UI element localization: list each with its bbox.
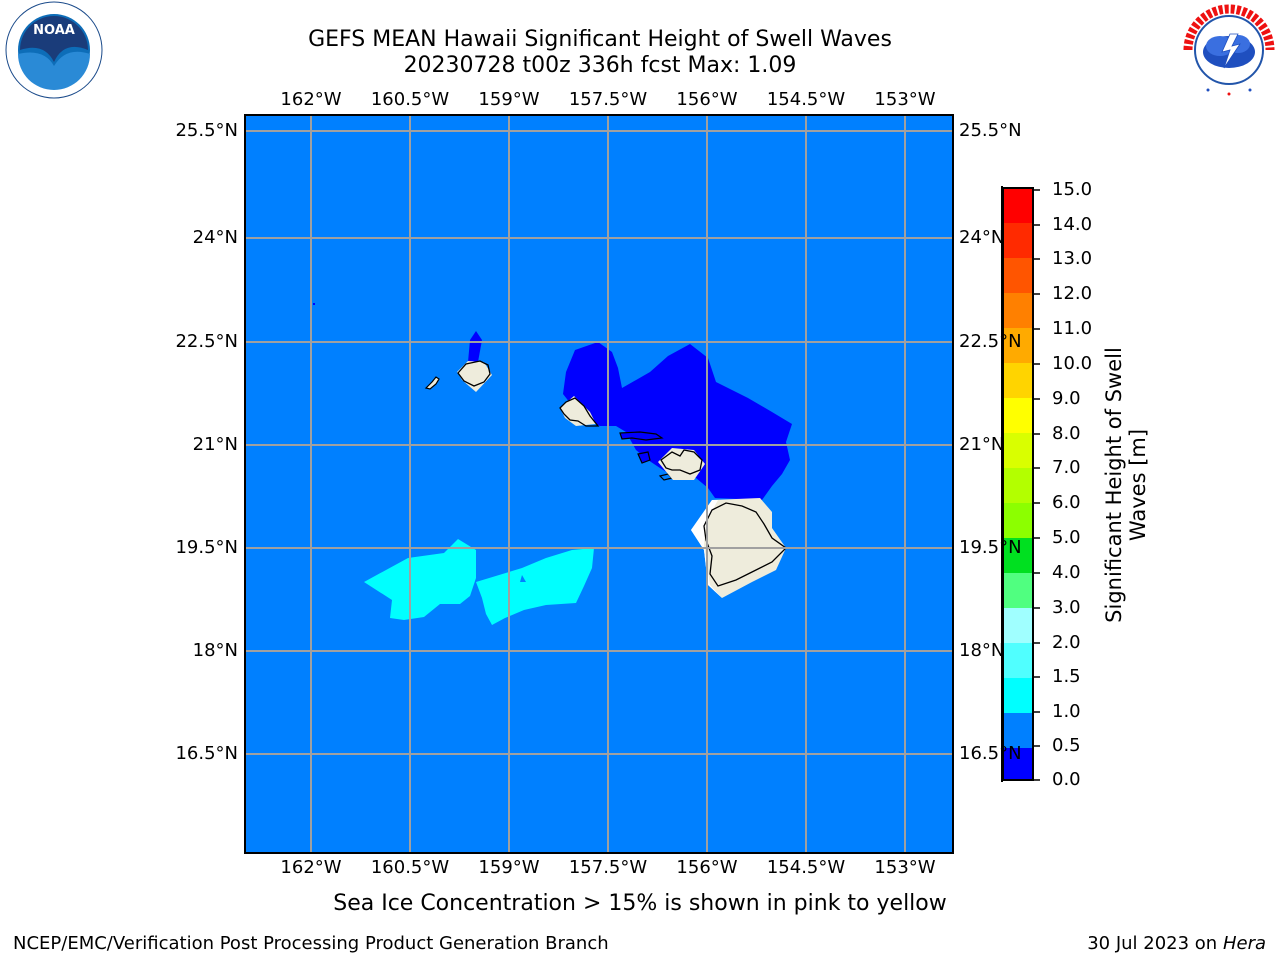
noaa-logo: NOAA [5, 1, 103, 99]
lon-label-top: 157.5°W [568, 89, 648, 110]
colorbar-tick: 4.0 [1052, 562, 1081, 583]
colorbar-tick: 7.0 [1052, 457, 1081, 478]
cb-seg-4-5 [1003, 538, 1033, 573]
lon-label-bottom: 157.5°W [568, 857, 648, 878]
high-swell-spot [520, 575, 526, 582]
nws-logo [1183, 4, 1275, 96]
low-swell-zone-north [563, 342, 792, 500]
map-gridlines [245, 115, 953, 853]
lat-label-left: 22.5°N [175, 331, 238, 352]
cb-seg-5-6 [1003, 503, 1033, 538]
high-swell-zone-west [364, 539, 476, 620]
lon-label-bottom: 160.5°W [370, 857, 450, 878]
cb-seg-3-4 [1003, 573, 1033, 608]
map-ocean [245, 115, 953, 853]
kauai-coast [457, 360, 491, 387]
cb-seg-14-15 [1003, 188, 1033, 223]
colorbar-tick: 8.0 [1052, 423, 1081, 444]
lanai-coast [637, 451, 651, 464]
colorbar-tick: 0.0 [1052, 769, 1081, 790]
lon-label-bottom: 156°W [676, 857, 738, 878]
footer-credit: NCEP/EMC/Verification Post Processing Pr… [13, 933, 609, 954]
colorbar-tick: 1.5 [1052, 666, 1081, 687]
cb-seg-0-0.5 [1003, 748, 1033, 780]
lon-label-bottom: 162°W [280, 857, 342, 878]
cb-seg-1.5-2 [1003, 643, 1033, 678]
colorbar-tick: 13.0 [1052, 248, 1093, 269]
footer-date: 30 Jul 2023 on Hera [1087, 933, 1266, 954]
lon-label-top: 159°W [478, 89, 540, 110]
colorbar-tick: 10.0 [1052, 353, 1093, 374]
cb-seg-11-12 [1003, 293, 1033, 328]
low-swell-zone-kauai [468, 331, 482, 362]
cb-seg-1-1.5 [1003, 678, 1033, 713]
chart-title: GEFS MEAN Hawaii Significant Height of S… [308, 27, 892, 52]
colorbar-tick: 0.5 [1052, 735, 1081, 756]
colorbar-tick: 12.0 [1052, 283, 1093, 304]
lat-label-right: 22.5°N [959, 331, 1022, 352]
colorbar-tick: 1.0 [1052, 701, 1081, 722]
sea-ice-note: Sea Ice Concentration > 15% is shown in … [333, 891, 947, 916]
cb-seg-2-3 [1003, 608, 1033, 643]
lat-label-left: 18°N [192, 640, 238, 661]
lat-label-right: 16.5°N [959, 743, 1022, 764]
lat-label-left: 25.5°N [175, 120, 238, 141]
lon-label-top: 156°W [676, 89, 738, 110]
colorbar-label: Significant Height of Swell Waves [m] [1102, 347, 1150, 623]
cb-seg-8-9 [1003, 398, 1033, 433]
cb-seg-12-13 [1003, 258, 1033, 293]
kauai-land [457, 361, 492, 392]
niihau-coast [424, 376, 440, 390]
footer-date-text: 30 Jul 2023 on [1087, 933, 1218, 954]
colorbar-tick: 15.0 [1052, 179, 1093, 200]
colorbar-tick: 2.0 [1052, 632, 1081, 653]
colorbar [1002, 187, 1040, 781]
maui-coast [660, 449, 703, 475]
lon-label-bottom: 159°W [478, 857, 540, 878]
lat-label-left: 19.5°N [175, 537, 238, 558]
cb-seg-9-10 [1003, 363, 1033, 398]
cb-seg-6-7 [1003, 468, 1033, 503]
lat-label-left: 16.5°N [175, 743, 238, 764]
lon-label-top: 154.5°W [766, 89, 846, 110]
chart-subtitle: 20230728 t00z 336h fcst Max: 1.09 [403, 53, 797, 78]
oahu-coast [559, 397, 600, 427]
colorbar-tick: 5.0 [1052, 527, 1081, 548]
colorbar-tick: 6.0 [1052, 492, 1081, 513]
lon-label-top: 162°W [280, 89, 342, 110]
cb-seg-7-8 [1003, 433, 1033, 468]
lon-label-top: 160.5°W [370, 89, 450, 110]
low-swell-spot [721, 422, 727, 438]
lon-label-bottom: 154.5°W [766, 857, 846, 878]
lat-label-right: 18°N [959, 640, 1005, 661]
lat-label-right: 19.5°N [959, 537, 1022, 558]
cb-seg-13-14 [1003, 223, 1033, 258]
lat-label-right: 25.5°N [959, 120, 1022, 141]
map-frame [244, 114, 954, 854]
noaa-logo-text: NOAA [33, 23, 75, 38]
lon-label-bottom: 153°W [874, 857, 936, 878]
lat-label-left: 24°N [192, 227, 238, 248]
colorbar-tick: 11.0 [1052, 318, 1093, 339]
footer-host: Hera [1222, 933, 1266, 954]
cb-seg-10-11 [1003, 328, 1033, 363]
cb-seg-0.5-1 [1003, 713, 1033, 748]
colorbar-tick: 3.0 [1052, 597, 1081, 618]
lat-label-right: 24°N [959, 227, 1005, 248]
lon-label-top: 153°W [874, 89, 936, 110]
colorbar-tick: 14.0 [1052, 214, 1093, 235]
lat-label-right: 21°N [959, 434, 1005, 455]
molokai-coast [619, 431, 664, 441]
big-island-white [691, 500, 722, 598]
lat-label-left: 21°N [192, 434, 238, 455]
colorbar-tick: 9.0 [1052, 388, 1081, 409]
high-swell-zone-east [476, 548, 594, 625]
